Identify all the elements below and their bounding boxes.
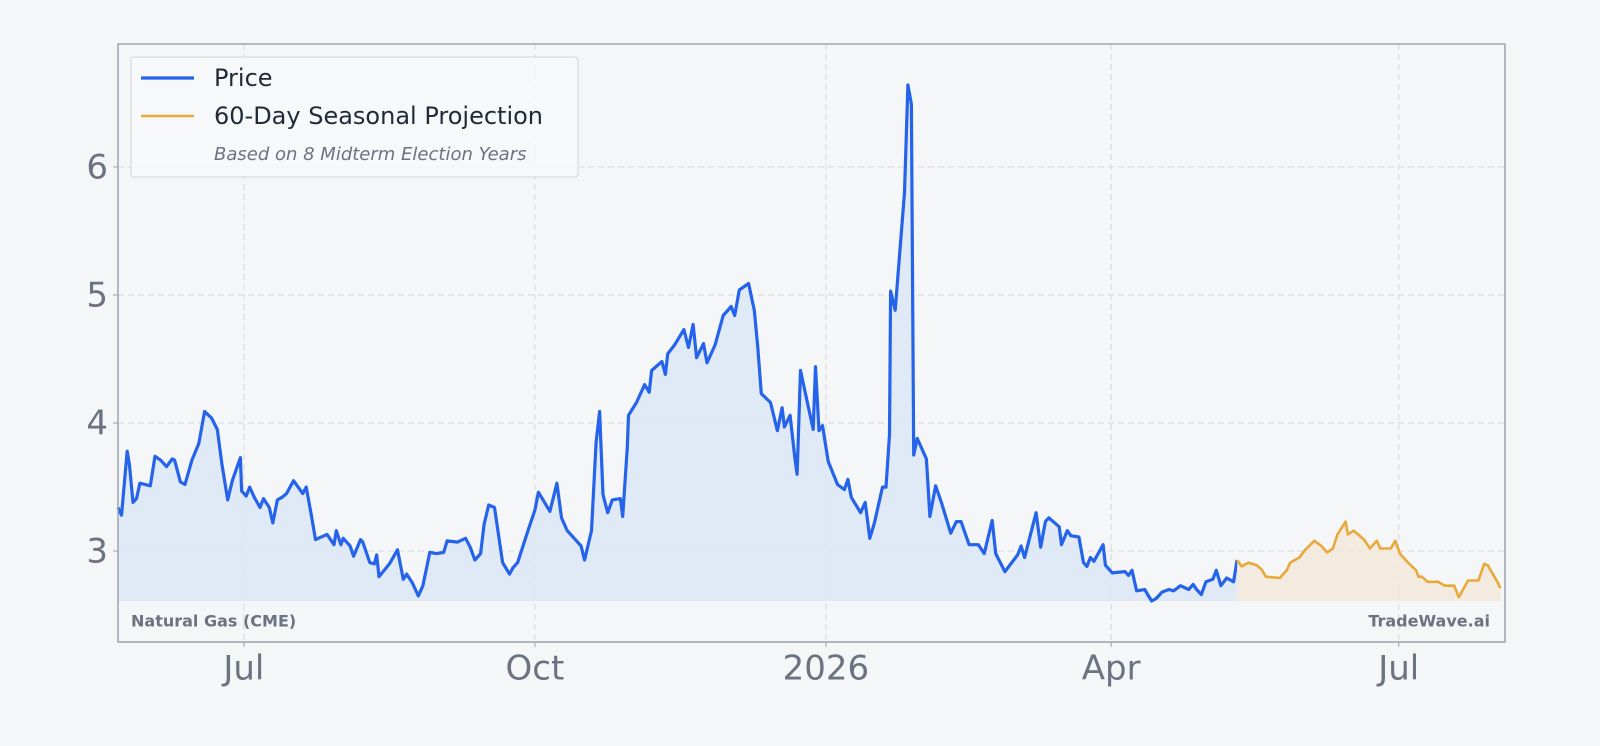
series-line (1236, 520, 1502, 599)
plot-frame (117, 43, 1506, 643)
x-tick-label: Jul (221, 649, 264, 689)
legend-box (130, 56, 579, 178)
x-tick-label: Jul (1376, 649, 1419, 689)
plot-area (116, 83, 1502, 603)
brand-label: TradeWave.ai (1368, 612, 1490, 631)
series-line (116, 83, 1239, 603)
legend-label: Price (214, 64, 273, 92)
y-tick-label: 5 (86, 275, 108, 315)
x-tick-label: Oct (506, 649, 565, 689)
x-tick-label: 2026 (783, 649, 870, 689)
legend-label: 60-Day Seasonal Projection (214, 102, 543, 130)
legend-note: Based on 8 Midterm Election Years (214, 144, 527, 165)
y-tick-label: 3 (86, 532, 108, 572)
legend: Price 60-Day Seasonal Projection Based on … (130, 56, 579, 178)
y-tick-label: 4 (86, 404, 108, 444)
series-area (1237, 521, 1501, 602)
x-tick-label: Apr (1082, 649, 1141, 689)
source-label: Natural Gas (CME) (131, 612, 296, 631)
y-tick-label: 6 (86, 147, 108, 187)
